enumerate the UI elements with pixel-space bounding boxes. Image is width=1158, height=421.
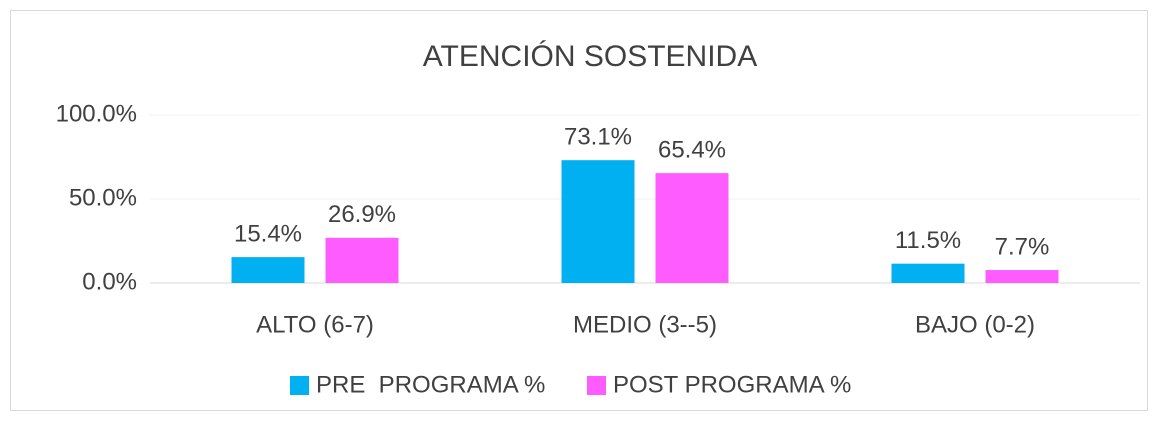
x-tick-label: BAJO (0-2) — [915, 311, 1035, 338]
chart-title: ATENCIÓN SOSTENIDA — [423, 40, 757, 73]
legend-swatch — [587, 376, 606, 395]
y-tick-label: 100.0% — [56, 100, 137, 127]
value-label: 15.4% — [234, 220, 302, 247]
bar — [891, 263, 965, 283]
bar — [561, 160, 635, 283]
legend-label: POST PROGRAMA % — [613, 371, 851, 398]
legend-label: PRE PROGRAMA % — [316, 371, 545, 398]
value-label: 11.5% — [895, 227, 961, 254]
x-tick-label: MEDIO (3--5) — [573, 311, 717, 338]
bar — [231, 257, 305, 283]
value-label: 65.4% — [658, 136, 726, 163]
legend-swatch — [290, 376, 309, 395]
bar — [325, 237, 399, 283]
value-label: 7.7% — [995, 233, 1050, 260]
y-tick-label: 50.0% — [69, 184, 137, 211]
bar — [985, 270, 1059, 283]
x-tick-label: ALTO (6-7) — [256, 311, 374, 338]
y-tick-label: 0.0% — [82, 268, 137, 295]
value-label: 73.1% — [564, 124, 632, 151]
bar — [655, 173, 729, 283]
value-label: 26.9% — [328, 201, 396, 228]
